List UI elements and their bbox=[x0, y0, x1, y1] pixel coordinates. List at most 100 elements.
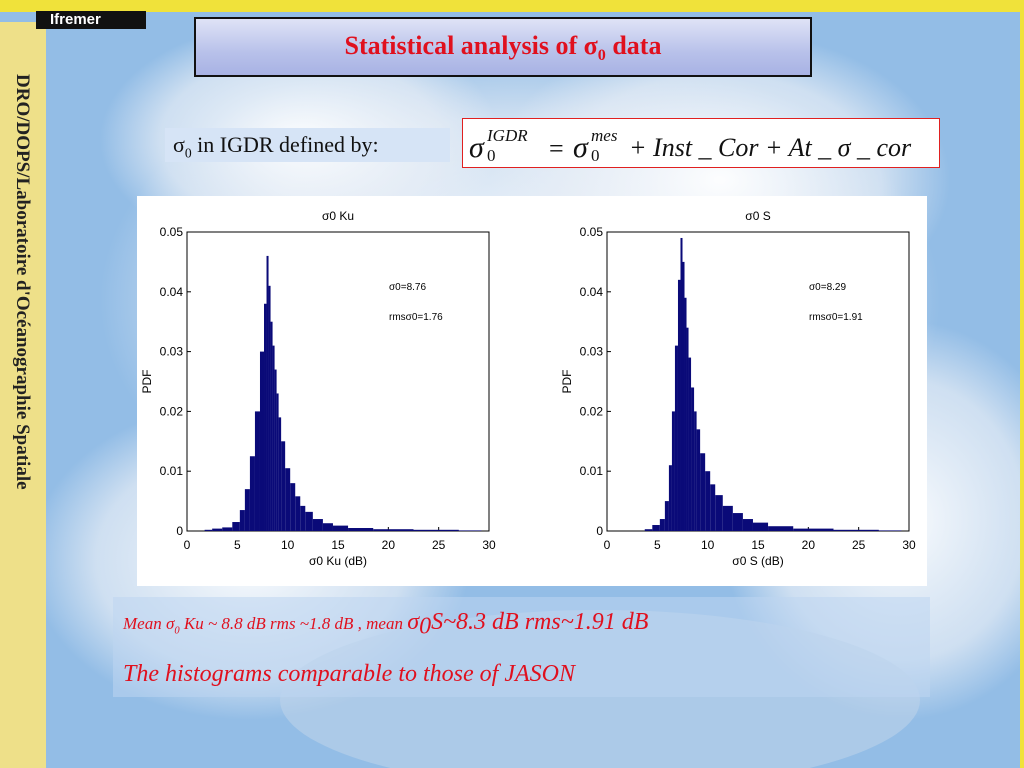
formula-lhs-sub: 0 bbox=[487, 146, 496, 165]
s-x-tick-label: 5 bbox=[654, 538, 661, 552]
definition-label: σ0 in IGDR defined by: bbox=[165, 128, 450, 162]
ku-bar bbox=[270, 321, 273, 531]
s-mean-annotation: σ0=8.29 bbox=[809, 282, 846, 293]
ku-mean-annotation: σ0=8.76 bbox=[389, 282, 426, 293]
s-bar bbox=[652, 525, 660, 531]
ku-y-tick-label: 0.02 bbox=[160, 404, 184, 418]
s-bar bbox=[686, 327, 689, 531]
top-accent-bar bbox=[0, 0, 1024, 12]
formula-rhs-sup: mes bbox=[591, 126, 618, 145]
ku-bar bbox=[264, 303, 267, 531]
s-rms-annotation: rmsσ0=1.91 bbox=[809, 312, 863, 323]
title-sigma: σ bbox=[583, 31, 598, 60]
ku-bar bbox=[458, 530, 482, 531]
ku-bar bbox=[300, 505, 306, 531]
s-bar bbox=[688, 357, 692, 531]
ku-y-tick-label: 0.03 bbox=[160, 345, 184, 359]
s-bar bbox=[668, 465, 672, 531]
ku-y-axis-label: PDF bbox=[140, 370, 154, 394]
ku-bar bbox=[373, 529, 414, 531]
definition-sigma: σ bbox=[173, 132, 185, 157]
s-histogram-chart: 0 5 10 15 20 25 30 0 0.01 0.02 0.03 0.04 0.05 σ0 S σ0 … bbox=[560, 209, 916, 568]
ku-histogram-chart: 0 5 10 15 20 25 30 0 0.01 0.02 0.03 0.04 0.05 σ0 Ku σ0… bbox=[140, 209, 496, 568]
s-bar bbox=[696, 429, 701, 531]
s-bar bbox=[793, 528, 834, 531]
ku-bar bbox=[413, 529, 459, 531]
s-bar bbox=[833, 529, 879, 531]
title-suffix: data bbox=[605, 31, 662, 60]
ku-bar bbox=[322, 523, 333, 531]
s-y-axis-label: PDF bbox=[560, 370, 574, 394]
s-bar bbox=[674, 345, 678, 531]
s-y-tick-label: 0.04 bbox=[580, 285, 604, 299]
ku-bar bbox=[332, 525, 349, 531]
title-sub: 0 bbox=[597, 47, 606, 65]
ku-x-tick-label: 25 bbox=[432, 538, 446, 552]
ku-y-tick-label: 0.01 bbox=[160, 464, 184, 478]
ku-y-tick-label: 0.04 bbox=[160, 285, 184, 299]
summary-box bbox=[113, 597, 930, 697]
definition-sub: 0 bbox=[184, 145, 192, 161]
formula-terms: + Inst _ Cor + At _ σ _ cor bbox=[629, 133, 912, 162]
ku-x-tick-label: 30 bbox=[482, 538, 496, 552]
ku-bar bbox=[274, 369, 277, 531]
formula-equals: = bbox=[549, 134, 564, 163]
formula-lhs-sup: IGDR bbox=[486, 126, 528, 145]
ku-x-tick-label: 10 bbox=[281, 538, 295, 552]
ku-x-tick-label: 5 bbox=[234, 538, 241, 552]
summary-mean-label: Mean bbox=[123, 614, 166, 633]
s-bar bbox=[659, 519, 665, 531]
ku-bar bbox=[254, 411, 260, 531]
ku-bar bbox=[204, 529, 213, 531]
s-x-tick-label: 10 bbox=[701, 538, 715, 552]
s-bar bbox=[680, 237, 683, 532]
s-y-tick-label: 0.03 bbox=[580, 345, 604, 359]
ku-bar bbox=[259, 351, 265, 531]
s-bar bbox=[684, 297, 687, 531]
ku-bar bbox=[305, 511, 313, 531]
s-bar bbox=[700, 453, 706, 531]
s-y-tick-label: 0.05 bbox=[580, 225, 604, 239]
ku-x-axis-label: σ0 Ku (dB) bbox=[309, 554, 367, 568]
ku-bar bbox=[266, 255, 269, 532]
s-x-tick-label: 15 bbox=[751, 538, 765, 552]
ku-chart-title: σ0 Ku bbox=[322, 209, 354, 223]
ku-bar bbox=[276, 393, 279, 531]
s-x-tick-label: 25 bbox=[852, 538, 866, 552]
ku-bar bbox=[285, 468, 291, 531]
summary-s-stats: S~8.3 dB rms~1.91 dB bbox=[431, 609, 649, 635]
ku-bar bbox=[290, 483, 296, 531]
s-y-tick-label: 0 bbox=[596, 524, 603, 538]
formula-box: σ IGDR 0 = σ mes 0 + Inst _ Cor + At _ σ… bbox=[462, 118, 940, 168]
s-bar bbox=[677, 279, 681, 531]
summary-sigma: σ bbox=[165, 614, 175, 633]
s-bar bbox=[664, 501, 669, 531]
s-y-tick-label: 0.01 bbox=[580, 464, 604, 478]
s-y-tick-label: 0.02 bbox=[580, 404, 604, 418]
s-bar bbox=[752, 522, 769, 531]
s-plot-frame bbox=[606, 231, 910, 532]
s-bar bbox=[671, 411, 675, 531]
s-bar bbox=[694, 411, 697, 531]
definition-text: in IGDR defined by: bbox=[191, 132, 379, 157]
right-accent-bar bbox=[1020, 0, 1024, 768]
ku-bar bbox=[278, 417, 282, 531]
ku-bar bbox=[249, 456, 255, 531]
ku-x-tick-label: 20 bbox=[382, 538, 396, 552]
ku-bar bbox=[268, 285, 271, 531]
formula-rhs-sigma: σ bbox=[573, 131, 589, 164]
summary-ku-stats: Ku ~ 8.8 dB rms ~1.8 dB , mean bbox=[179, 614, 408, 633]
formula-rhs-sub: 0 bbox=[591, 146, 600, 165]
ku-bar bbox=[212, 528, 223, 531]
s-bar bbox=[705, 471, 711, 531]
summary-sigma-sub-2: 0 bbox=[419, 613, 432, 640]
s-x-tick-label: 20 bbox=[802, 538, 816, 552]
s-bar bbox=[682, 261, 685, 531]
slide-title: Statistical analysis of σ0 data bbox=[194, 17, 812, 77]
s-bar bbox=[768, 526, 794, 531]
s-x-axis-label: σ0 S (dB) bbox=[732, 554, 783, 568]
ku-x-tick-label: 0 bbox=[184, 538, 191, 552]
title-prefix: Statistical analysis of bbox=[344, 31, 584, 60]
ku-bar bbox=[232, 522, 240, 531]
ku-bar bbox=[239, 510, 245, 531]
